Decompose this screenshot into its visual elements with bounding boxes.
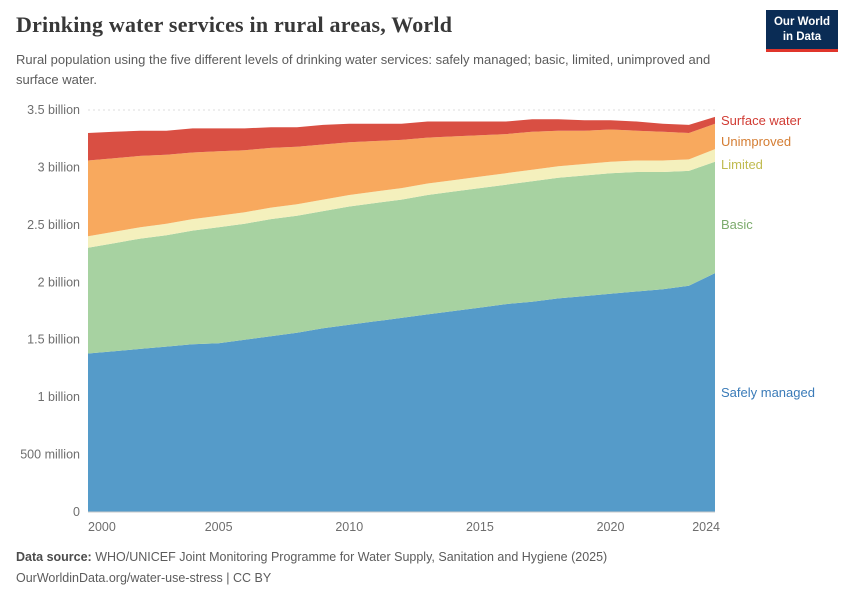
owid-logo-line2: in Data [782,30,822,43]
series-label-basic[interactable]: Basic [721,217,753,232]
owid-logo[interactable]: Our World in Data [765,10,838,52]
y-tick-label: 0 [73,505,80,519]
data-source-line: Data source: WHO/UNICEF Joint Monitoring… [16,547,607,568]
y-tick-label: 2.5 billion [27,218,80,232]
data-source-text: WHO/UNICEF Joint Monitoring Programme fo… [91,550,608,564]
area-basic[interactable] [88,161,715,354]
x-tick-label: 2020 [597,520,625,534]
y-tick-label: 1.5 billion [27,333,80,347]
y-tick-label: 500 million [20,448,80,462]
series-label-unimproved[interactable]: Unimproved [721,134,792,149]
data-source-label: Data source: [16,550,92,564]
series-label-surface-water[interactable]: Surface water [721,113,802,128]
area-unimproved[interactable] [88,123,715,237]
attribution-line: OurWorldinData.org/water-use-stress | CC… [16,568,607,589]
chart-footer: Data source: WHO/UNICEF Joint Monitoring… [16,547,607,588]
area-limited[interactable] [88,149,715,248]
separator: | [222,570,233,585]
owid-logo-line1: Our World [773,16,830,28]
y-tick-label: 1 billion [38,390,80,404]
x-axis-labels: 2000 2005 2010 2015 2020 2024 [88,520,720,534]
chart-subtitle: Rural population using the five differen… [16,52,711,87]
owid-link[interactable]: OurWorldinData.org/water-use-stress [16,570,223,585]
series-label-limited[interactable]: Limited [721,157,763,172]
y-axis-labels: 0 500 million 1 billion 1.5 billion 2 billio… [20,103,80,519]
license-label: CC BY [232,570,272,585]
y-tick-label: 2 billion [38,275,80,289]
page-title: Drinking water services in rural areas, … [16,12,453,37]
series-label-safely-managed[interactable]: Safely managed [721,385,815,400]
x-tick-label: 2005 [205,520,233,534]
y-tick-label: 3.5 billion [27,103,80,117]
x-tick-label: 2010 [335,520,363,534]
x-tick-label: 2015 [466,520,494,534]
stacked-areas[interactable] [88,116,715,512]
x-tick-label: 2000 [88,520,116,534]
x-tick-label: 2024 [692,520,720,534]
y-tick-label: 3 billion [38,160,80,174]
area-surface-water[interactable] [88,116,715,161]
area-safely-managed[interactable] [88,273,715,512]
